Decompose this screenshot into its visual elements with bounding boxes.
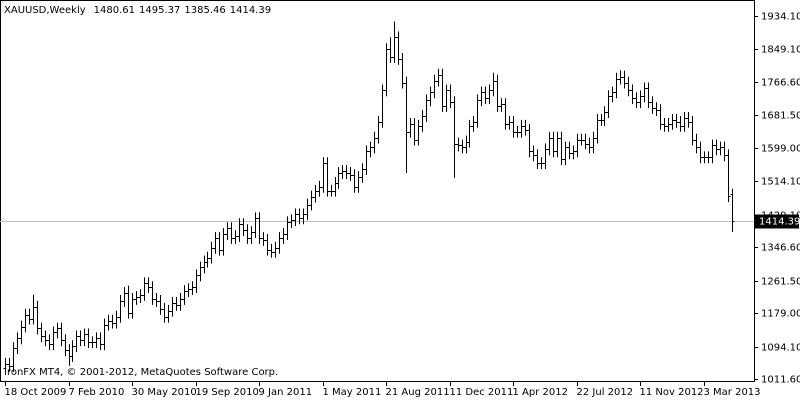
y-tick-label: 1599.00 xyxy=(761,144,800,155)
chart-header: XAUUSD,Weekly 1480.61 1495.37 1385.46 1414.3… xyxy=(4,5,271,16)
header-close: 1414.39 xyxy=(230,5,271,16)
y-tick-label: 1849.10 xyxy=(761,45,800,56)
x-tick-label: 22 Jul 2012 xyxy=(577,387,634,398)
y-tick-label: 1766.60 xyxy=(761,78,800,89)
chart-title: XAUUSD,Weekly xyxy=(4,5,86,16)
x-tick-label: 3 Mar 2013 xyxy=(704,387,761,398)
x-tick-label: 1 May 2011 xyxy=(323,387,382,398)
x-tick-label: 21 Aug 2011 xyxy=(386,387,450,398)
x-tick-label: 19 Sep 2010 xyxy=(196,387,259,398)
header-open: 1480.61 xyxy=(94,5,135,16)
y-tick-label: 1179.00 xyxy=(761,309,800,320)
y-tick-label: 1514.10 xyxy=(761,177,800,188)
header-low: 1385.46 xyxy=(184,5,225,16)
x-tick-label: 9 Jan 2011 xyxy=(259,387,313,398)
y-tick-label: 1934.10 xyxy=(761,12,800,23)
header-high: 1495.37 xyxy=(139,5,180,16)
y-tick-label: 1346.60 xyxy=(761,243,800,254)
price-label: 1414.39 xyxy=(759,217,800,228)
copyright: IronFX MT4, © 2001-2012, MetaQuotes Soft… xyxy=(4,367,278,378)
plot-frame xyxy=(0,0,755,382)
y-tick-label: 1681.50 xyxy=(761,111,800,122)
price-label-box xyxy=(755,214,799,229)
x-tick-label: 1 Apr 2012 xyxy=(513,387,568,398)
x-tick-label: 18 Oct 2009 xyxy=(5,387,67,398)
x-tick-label: 11 Dec 2011 xyxy=(450,387,514,398)
y-tick-label: 1261.50 xyxy=(761,277,800,288)
x-tick-label: 11 Nov 2012 xyxy=(640,387,704,398)
x-tick-label: 30 May 2010 xyxy=(132,387,197,398)
y-tick-label: 1011.60 xyxy=(761,375,800,386)
x-tick-label: 7 Feb 2010 xyxy=(69,387,125,398)
y-tick-label: 1094.10 xyxy=(761,343,800,354)
